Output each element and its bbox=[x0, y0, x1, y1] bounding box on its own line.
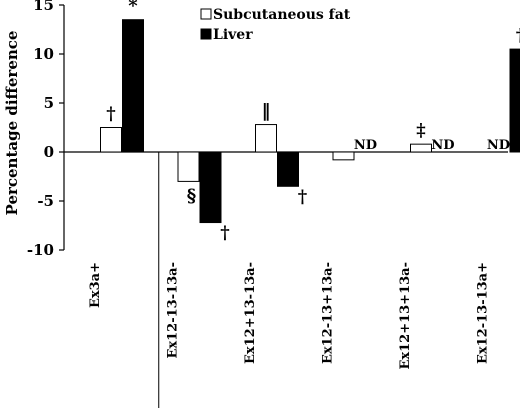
category-label: Ex12+13-13a- bbox=[243, 262, 258, 364]
bar-annotation: § bbox=[187, 185, 196, 206]
bar-liver bbox=[199, 151, 222, 224]
bar-liver bbox=[277, 151, 299, 187]
y-tick-label: 0 bbox=[44, 143, 54, 161]
category-label: Ex12-13+13a- bbox=[321, 262, 336, 364]
bar-annotations: † * § † ‖ † ND ‡ ND ND † bbox=[106, 0, 520, 244]
bar-liver bbox=[122, 19, 144, 153]
legend-swatch bbox=[200, 8, 212, 20]
bar-annotation: * bbox=[128, 0, 138, 17]
legend-label: Subcutaneous fat bbox=[213, 7, 351, 23]
y-tick-label: 15 bbox=[33, 0, 54, 14]
category-label: Ex12-13-13a- bbox=[166, 262, 181, 359]
category-label: Ex3a+ bbox=[88, 262, 103, 308]
y-ticks: 15 10 5 0 -5 -10 bbox=[27, 0, 64, 259]
bar-subcutaneous-fat bbox=[100, 127, 122, 153]
y-tick-label: -10 bbox=[27, 241, 54, 259]
not-determined-label: ND bbox=[431, 138, 454, 153]
y-tick-label: 10 bbox=[33, 45, 54, 63]
bar-annotation: ‡ bbox=[416, 120, 425, 141]
bar-subcutaneous-fat bbox=[177, 151, 200, 182]
not-determined-label: ND bbox=[487, 138, 510, 153]
legend: Subcutaneous fat Liver bbox=[200, 7, 351, 43]
bar-subcutaneous-fat bbox=[332, 151, 355, 161]
bars bbox=[100, 19, 520, 224]
bar-annotation: † bbox=[106, 104, 115, 125]
y-tick-label: 5 bbox=[44, 94, 54, 112]
legend-label: Liver bbox=[213, 27, 253, 43]
category-label: Ex12+13+13a- bbox=[398, 262, 413, 370]
category-label: Ex12-13-13a+ bbox=[476, 262, 491, 364]
y-axis-title: Percentage difference bbox=[3, 31, 21, 216]
bar-annotation: † bbox=[516, 25, 520, 46]
bar-annotation: ‖ bbox=[262, 101, 271, 122]
category-labels: Ex3a+ Ex12-13-13a- Ex12+13-13a- Ex12-13+13a… bbox=[88, 262, 491, 370]
bar-annotation: † bbox=[298, 186, 307, 207]
bar-liver bbox=[509, 48, 520, 153]
legend-swatch bbox=[200, 28, 212, 40]
bar-subcutaneous-fat bbox=[410, 143, 432, 153]
not-determined-label: ND bbox=[354, 138, 377, 153]
y-tick-label: -5 bbox=[37, 192, 54, 210]
bar-annotation: † bbox=[220, 223, 229, 244]
bar-subcutaneous-fat bbox=[255, 124, 277, 153]
